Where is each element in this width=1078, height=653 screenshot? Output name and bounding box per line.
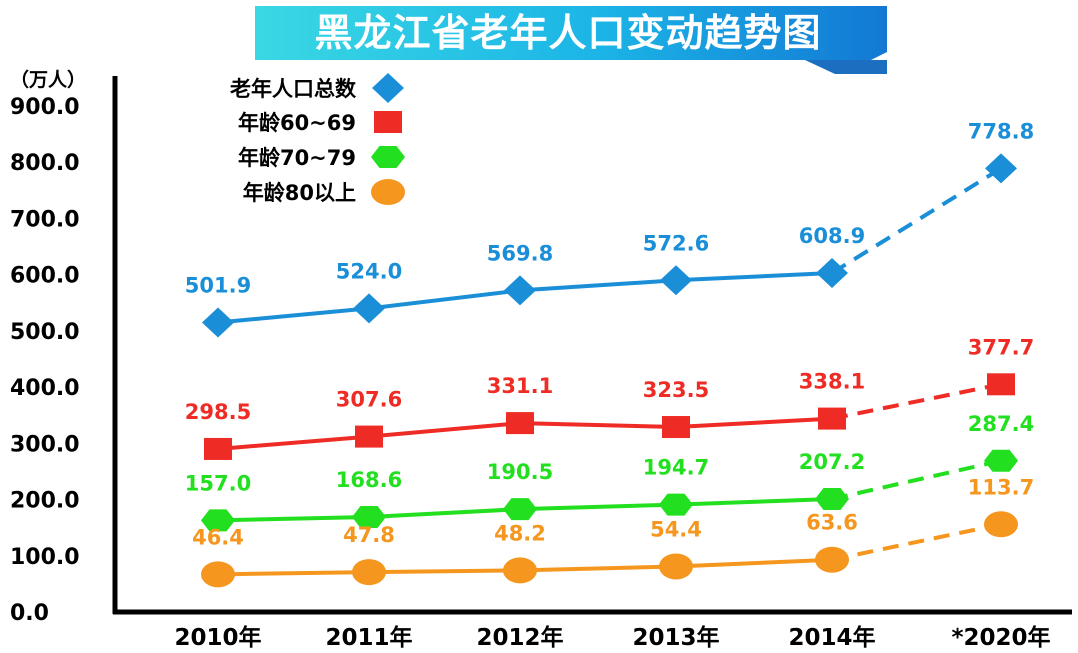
data-point-marker — [985, 153, 1017, 184]
x-tick-label: 2013年 — [632, 624, 719, 651]
data-label: 608.9 — [799, 224, 865, 248]
data-label: 524.0 — [336, 259, 402, 283]
legend-item: 年龄80以上 — [243, 179, 405, 205]
chart-title: 黑龙江省老年人口变动趋势图 — [314, 11, 821, 55]
data-label: 569.8 — [487, 241, 553, 265]
legend-label: 年龄70~79 — [238, 146, 356, 170]
data-point-marker — [355, 425, 383, 448]
series-projection-line — [831, 522, 1002, 562]
legend-label: 年龄60~69 — [238, 111, 356, 135]
y-tick-label: 100.0 — [10, 545, 80, 570]
y-tick-label: 300.0 — [10, 432, 80, 457]
data-label: 207.2 — [799, 450, 865, 474]
series-projection-line — [831, 458, 1002, 501]
data-point-marker — [984, 449, 1018, 472]
data-point-marker — [503, 557, 537, 584]
x-tick-label: 2011年 — [325, 624, 412, 651]
data-point-marker — [201, 509, 235, 532]
data-point-marker — [816, 257, 848, 288]
title-banner-shape — [255, 6, 887, 60]
y-tick-label: 400.0 — [10, 376, 80, 401]
y-tick-label: 600.0 — [10, 264, 80, 289]
y-tick-label: 900.0 — [10, 95, 80, 120]
legend-marker — [371, 179, 405, 205]
data-point-marker — [352, 559, 386, 586]
series-1: 501.9 524.0 569.8 572.6 608.9 778.8 — [185, 119, 1034, 338]
y-tick-label: 200.0 — [10, 489, 80, 514]
data-label: 54.4 — [650, 517, 702, 541]
data-label: 287.4 — [968, 412, 1034, 436]
legend-label: 老年人口总数 — [230, 77, 357, 101]
data-point-marker — [353, 293, 385, 324]
data-point-marker — [662, 416, 690, 439]
series-projection-line — [831, 382, 1002, 421]
y-tick-label: 0.0 — [10, 601, 49, 626]
series-projection-line — [830, 166, 1003, 275]
data-label: 778.8 — [968, 119, 1034, 143]
x-tick-label: 2010年 — [174, 624, 261, 651]
data-label: 572.6 — [643, 231, 709, 255]
y-axis-unit-label: （万人） — [10, 68, 86, 91]
legend-item: 年龄70~79 — [238, 146, 405, 170]
data-label: 323.5 — [643, 378, 709, 402]
data-point-marker — [660, 265, 692, 296]
data-label: 501.9 — [185, 273, 251, 297]
y-tick-label: 500.0 — [10, 320, 80, 345]
legend-item: 老年人口总数 — [230, 73, 404, 103]
data-label: 157.0 — [185, 471, 251, 495]
data-point-marker — [659, 493, 693, 516]
data-point-marker — [504, 275, 536, 306]
data-point-marker — [987, 373, 1015, 396]
data-point-marker — [815, 487, 849, 510]
data-label: 47.8 — [343, 523, 395, 547]
data-point-marker — [506, 412, 534, 435]
data-label: 63.6 — [806, 511, 858, 535]
data-label: 168.6 — [336, 468, 402, 492]
x-tick-label: 2012年 — [476, 624, 563, 651]
series-layer: 501.9 524.0 569.8 572.6 608.9 778.8 298.5 307.6… — [185, 119, 1034, 588]
series-2: 298.5 307.6 331.1 323.5 338.1 377.7 — [185, 335, 1034, 460]
data-label: 194.7 — [643, 456, 709, 480]
data-point-marker — [201, 561, 235, 588]
data-label: 48.2 — [494, 521, 546, 545]
series-3: 157.0 168.6 190.5 194.7 207.2 287.4 — [185, 412, 1034, 532]
data-label: 307.6 — [336, 388, 402, 412]
data-label: 46.4 — [192, 525, 244, 549]
data-point-marker — [352, 505, 386, 528]
data-label: 190.5 — [487, 460, 553, 484]
data-label: 331.1 — [487, 374, 553, 398]
data-point-marker — [503, 498, 537, 521]
data-point-marker — [818, 407, 846, 430]
legend-marker — [371, 146, 405, 168]
data-label: 298.5 — [185, 400, 251, 424]
x-axis-ticks: 2010年 2011年 2012年 2013年 2014年 *2020年 — [174, 624, 1050, 651]
data-label: 113.7 — [968, 475, 1034, 499]
legend-label: 年龄80以上 — [243, 181, 356, 205]
data-point-marker — [204, 437, 232, 460]
data-point-marker — [984, 511, 1018, 538]
x-tick-label: 2014年 — [788, 624, 875, 651]
axes — [112, 76, 1072, 615]
x-tick-label: *2020年 — [951, 624, 1050, 651]
legend-marker — [374, 111, 402, 133]
series-4: 46.4 47.8 48.2 54.4 63.6 113.7 — [192, 475, 1034, 588]
data-label: 338.1 — [799, 370, 865, 394]
y-axis-ticks: 0.0 100.0 200.0 300.0 400.0 500.0 600.0 700.0 80… — [10, 95, 80, 626]
data-point-marker — [815, 546, 849, 573]
data-label: 377.7 — [968, 335, 1034, 359]
y-tick-label: 700.0 — [10, 207, 80, 232]
data-point-marker — [659, 553, 693, 580]
legend-marker — [372, 73, 404, 103]
y-tick-label: 800.0 — [10, 151, 80, 176]
title-banner: 黑龙江省老年人口变动趋势图 — [255, 6, 887, 74]
legend-item: 年龄60~69 — [238, 111, 402, 135]
data-point-marker — [202, 307, 234, 338]
title-banner-tail — [805, 60, 887, 74]
